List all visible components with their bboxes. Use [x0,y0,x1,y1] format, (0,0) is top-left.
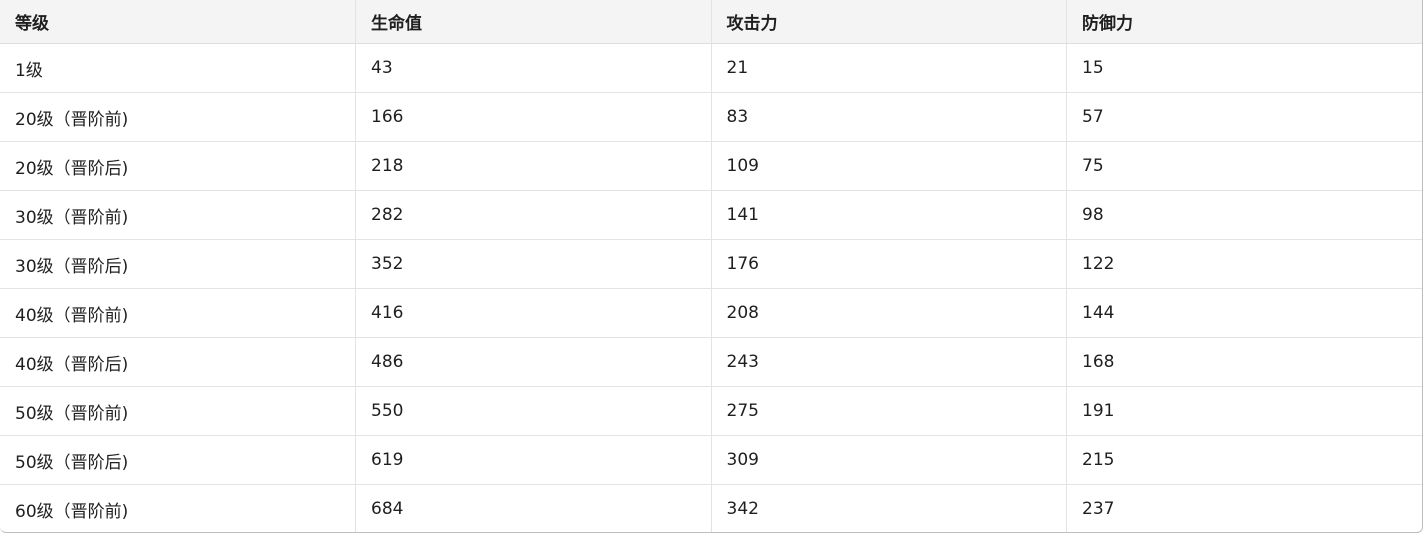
table-row: 30级（晋阶后) 352 176 122 [0,239,1422,289]
table-row: 50级（晋阶前) 550 275 191 [0,386,1422,436]
cell-attack: 275 [710,386,1067,436]
cell-hp: 619 [355,435,711,485]
column-header-hp: 生命值 [355,0,711,44]
table-row: 20级（晋阶前) 166 83 57 [0,92,1422,142]
cell-defense: 98 [1066,190,1422,240]
cell-level: 60级（晋阶前) [0,484,356,532]
column-header-defense: 防御力 [1066,0,1422,44]
cell-attack: 109 [710,141,1067,191]
table-row: 40级（晋阶前) 416 208 144 [0,288,1422,338]
cell-defense: 191 [1066,386,1422,436]
cell-level: 50级（晋阶后) [0,435,356,485]
table-row: 1级 43 21 15 [0,43,1422,93]
column-header-attack: 攻击力 [710,0,1067,44]
cell-level: 40级（晋阶后) [0,337,356,387]
table-header-row: 等级 生命值 攻击力 防御力 [0,0,1422,44]
cell-level: 50级（晋阶前) [0,386,356,436]
cell-defense: 144 [1066,288,1422,338]
cell-hp: 416 [355,288,711,338]
cell-attack: 21 [710,43,1067,93]
table-row: 40级（晋阶后) 486 243 168 [0,337,1422,387]
cell-level: 20级（晋阶后) [0,141,356,191]
table-row: 30级（晋阶前) 282 141 98 [0,190,1422,240]
cell-level: 40级（晋阶前) [0,288,356,338]
cell-defense: 168 [1066,337,1422,387]
cell-defense: 122 [1066,239,1422,289]
table-row: 20级（晋阶后) 218 109 75 [0,141,1422,191]
table-row: 60级（晋阶前) 684 342 237 [0,484,1422,532]
cell-level: 20级（晋阶前) [0,92,356,142]
cell-attack: 309 [710,435,1067,485]
cell-hp: 282 [355,190,711,240]
cell-defense: 57 [1066,92,1422,142]
column-header-level: 等级 [0,0,356,44]
table-row: 50级（晋阶后) 619 309 215 [0,435,1422,485]
cell-hp: 352 [355,239,711,289]
cell-hp: 684 [355,484,711,532]
cell-attack: 176 [710,239,1067,289]
cell-level: 30级（晋阶前) [0,190,356,240]
cell-attack: 243 [710,337,1067,387]
cell-level: 1级 [15,60,43,81]
cell-level: 30级（晋阶后) [0,239,356,289]
cell-defense: 15 [1066,43,1422,93]
cell-attack: 208 [710,288,1067,338]
cell-attack: 83 [710,92,1067,142]
cell-hp: 218 [355,141,711,191]
cell-attack: 141 [710,190,1067,240]
cell-hp: 486 [355,337,711,387]
cell-defense: 215 [1066,435,1422,485]
cell-defense: 237 [1066,484,1422,532]
cell-attack: 342 [710,484,1067,532]
cell-hp: 43 [355,43,711,93]
cell-defense: 75 [1066,141,1422,191]
cell-hp: 166 [355,92,711,142]
cell-hp: 550 [355,386,711,436]
